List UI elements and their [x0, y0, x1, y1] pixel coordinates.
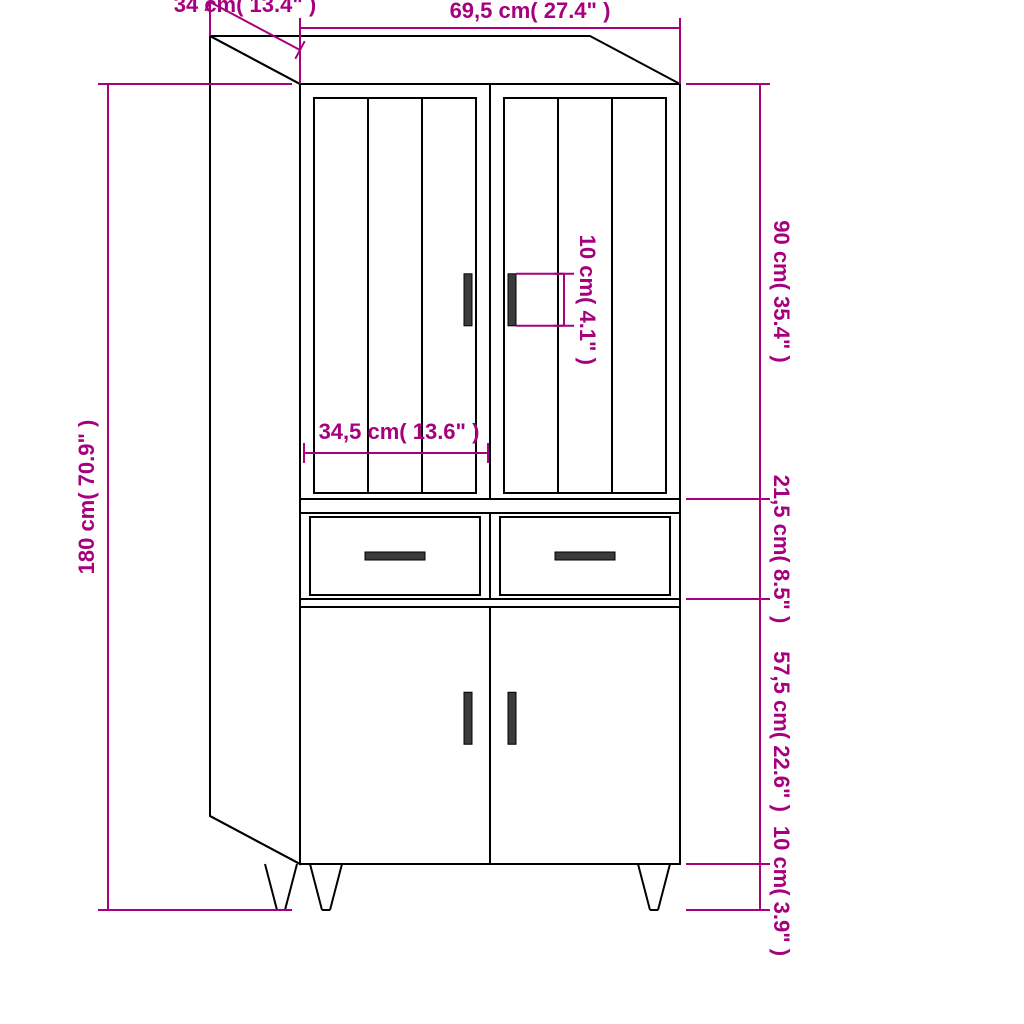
dim-handle-height: 10 cm( 4.1" ): [575, 235, 600, 365]
dim-drawer: 21,5 cm( 8.5" ): [769, 475, 794, 624]
dim-door-width: 34,5 cm( 13.6" ): [319, 419, 480, 444]
dim-lower: 57,5 cm( 22.6" ): [769, 651, 794, 812]
dim-legs: 10 cm( 3.9" ): [769, 826, 794, 956]
dim-width: 69,5 cm( 27.4" ): [450, 0, 611, 23]
dim-height: 180 cm( 70.9" ): [74, 420, 99, 575]
dim-upper: 90 cm( 35.4" ): [769, 220, 794, 363]
dim-depth: 34 cm( 13.4" ): [174, 0, 317, 17]
